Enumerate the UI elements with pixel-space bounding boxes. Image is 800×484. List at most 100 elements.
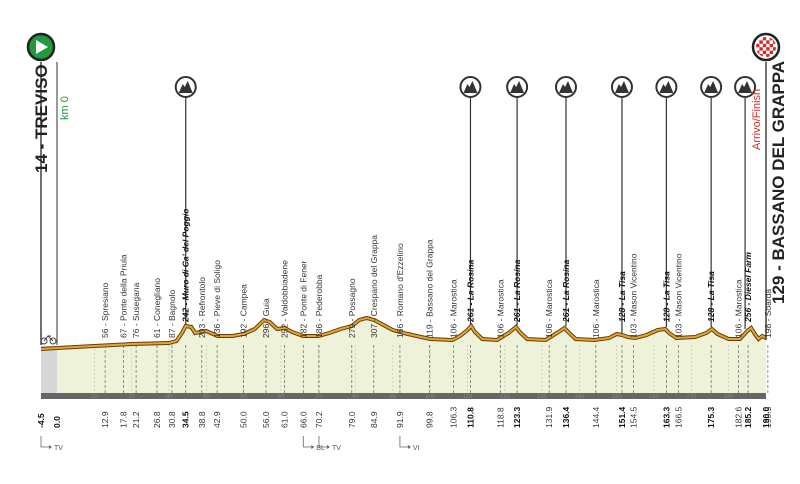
waypoint-label: 106 - Marostica <box>495 279 505 338</box>
waypoint-label: 256 - Diesel Farm <box>743 252 753 323</box>
grid-tick-label: 90 <box>389 394 396 400</box>
waypoint-label: 307 - Crespano del Grappa <box>369 235 379 338</box>
waypoint-label: 203 - Refrontolo <box>197 277 207 338</box>
grid-tick-label: 70 <box>315 394 322 400</box>
grid-tick-label: 160 <box>649 394 660 400</box>
grid-tick-label: 30 <box>166 394 173 400</box>
checker-square <box>756 43 760 48</box>
checker-square <box>769 43 773 48</box>
checker-square <box>766 47 770 51</box>
waypoint-label: 198 - Soarda <box>763 289 773 338</box>
grid-tick-label: 20 <box>128 394 135 400</box>
finish-city-label: 129 - BASSANO DEL GRAPPA <box>769 61 788 304</box>
mountain-icon-glyph <box>704 81 719 93</box>
region-mark-arrow <box>40 436 49 448</box>
finish-tag-label: Arrivo/Finish <box>751 89 763 150</box>
grid-tick-label: 50 <box>240 394 247 400</box>
mountain-icon-glyph <box>738 81 753 93</box>
km-label: 26.8 <box>152 411 162 428</box>
km-label: 185.2 <box>743 406 753 428</box>
checker-square <box>762 50 767 54</box>
waypoint-label: 103 - Mason Vicentino <box>629 253 639 338</box>
waypoint-label: 56 - Spresiano <box>100 282 110 338</box>
checker-square <box>762 43 767 48</box>
bicycle-icon <box>40 335 57 345</box>
km-label: -4.5 <box>36 413 46 428</box>
checker-square <box>773 47 776 51</box>
waypoint-label: 61 - Conegliano <box>152 278 162 338</box>
km-label: 123.3 <box>512 406 522 428</box>
waypoint-label: 106 - Marostica <box>591 279 601 338</box>
grid-tick-label: 130 <box>537 394 548 400</box>
grid-tick-label: 100 <box>425 394 436 400</box>
waypoint-label: 252 - Valdobbiadene <box>280 260 290 338</box>
km-label: 99.8 <box>424 411 434 428</box>
km-label: 190.0 <box>761 406 771 428</box>
km-label: 0.0 <box>52 416 62 428</box>
waypoint-label: 186 - Pederobba <box>314 274 324 338</box>
region-mark-label: VI <box>413 445 420 452</box>
km-label: 166.5 <box>673 406 683 428</box>
grid-tick-label: 140 <box>574 394 585 400</box>
intermediate-marks: TV BL TV VI <box>40 436 420 452</box>
checker-square <box>759 40 763 44</box>
waypoint-label: 261 - La Rosina <box>465 259 475 323</box>
distance-axis-bar <box>41 393 766 399</box>
grid-tick-label: 180 <box>724 394 735 400</box>
checker-square <box>769 37 773 41</box>
mountain-icon-glyph <box>178 81 193 93</box>
waypoint-label: 87 - Bagnolo <box>167 290 177 338</box>
region-mark-arrowhead <box>311 445 315 449</box>
waypoint-labels: 56 - Spresiano 67 - Ponte della Priula 76 … <box>100 209 773 338</box>
start-block: 14 - TREVISO km 0 <box>26 32 71 345</box>
checker-square <box>759 47 763 51</box>
km-label: 91.9 <box>395 411 405 428</box>
waypoint-label: 296 - Guia <box>261 298 271 338</box>
km-label: 70.2 <box>314 411 324 428</box>
km-label: 12.9 <box>100 411 110 428</box>
km-label: 21.2 <box>131 411 141 428</box>
waypoint-label: 76 - Susegana <box>131 282 141 338</box>
waypoint-label: 67 - Ponte della Priula <box>118 254 128 338</box>
km-label: 190.5 <box>763 406 773 428</box>
km-label: 38.8 <box>197 411 207 428</box>
km-label: 84.9 <box>369 411 379 428</box>
start-city-label: 14 - TREVISO <box>32 64 51 173</box>
waypoint-label: 106 - Marostica <box>449 279 459 338</box>
km-label: 136.4 <box>561 406 571 428</box>
waypoint-label: 128 - La Tisa <box>706 271 716 322</box>
grid-lines <box>94 345 729 393</box>
grid-tick-label: 150 <box>612 394 623 400</box>
waypoint-label: 106 - Marostica <box>544 279 554 338</box>
waypoint-label: 136 - Pieve di Soligo <box>212 260 222 338</box>
checker-square <box>776 57 779 60</box>
km-label: 61.0 <box>280 411 290 428</box>
grid-tick-labels: 10 20 30 40 50 60 70 80 90 100 110 120 130 140 150 160 1… <box>91 394 734 400</box>
km-label: 42.9 <box>212 411 222 428</box>
km-label: 66.0 <box>298 411 308 428</box>
km-label: 106.3 <box>449 406 459 428</box>
waypoint-label: 119 - Bassano del Grappa <box>424 239 434 338</box>
km-label: 154.5 <box>629 406 639 428</box>
region-mark-label: TV <box>54 445 63 452</box>
checker-square <box>756 50 760 54</box>
km-label: 79.0 <box>347 411 357 428</box>
mountain-icon-glyph <box>659 81 674 93</box>
checker-square <box>769 50 773 54</box>
waypoint-label: 128 - La Tisa <box>617 271 627 322</box>
waypoint-label: 166 - Romano d'Ezzelino <box>395 243 405 338</box>
waypoint-label: 261 - La Rosina <box>512 259 522 323</box>
km-label: 34.5 <box>181 411 191 428</box>
region-mark-arrow <box>302 436 312 448</box>
region-mark-arrow <box>318 436 327 448</box>
km-label: 175.3 <box>706 406 716 428</box>
mountain-icon-glyph <box>614 81 629 93</box>
checker-square <box>773 40 776 44</box>
waypoint-label: 261 - La Rosina <box>561 259 571 323</box>
region-mark-arrowhead <box>326 445 330 449</box>
mountain-icon-glyph <box>463 81 478 93</box>
checker-square <box>762 37 767 41</box>
km-label: 144.4 <box>591 406 601 428</box>
waypoint-label: 192 - Campea <box>239 284 249 338</box>
checker-square <box>766 40 770 44</box>
